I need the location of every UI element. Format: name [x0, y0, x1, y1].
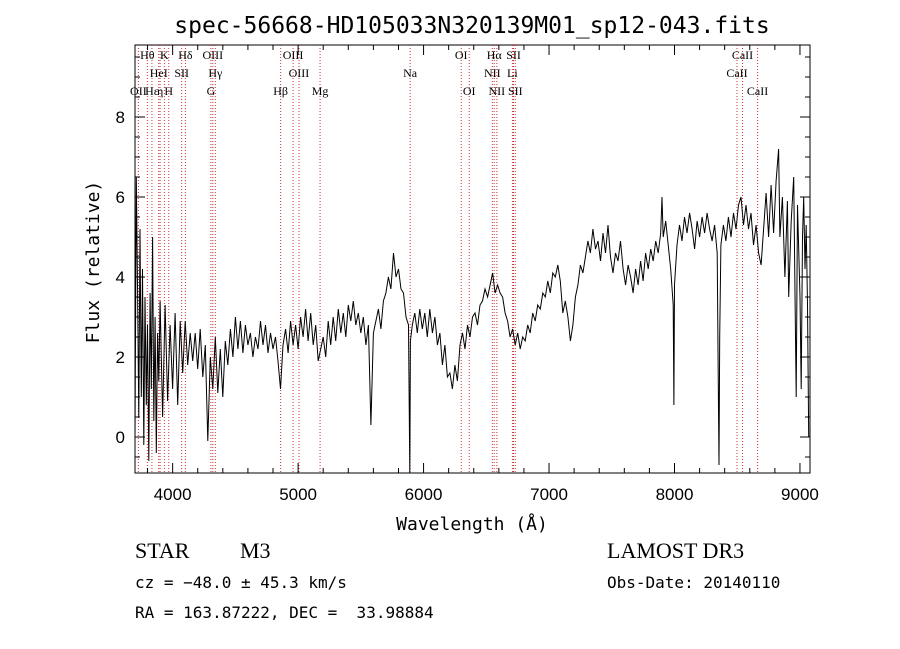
- x-tick-label: 9000: [781, 485, 819, 504]
- plot-frame: [134, 44, 811, 474]
- object-class: STAR: [135, 538, 190, 563]
- chart-title: spec-56668-HD105033N320139M01_sp12-043.f…: [174, 13, 769, 39]
- line-marker-label: OIII: [283, 48, 304, 62]
- line-marker-label: CaII: [747, 84, 768, 98]
- flux-series-line: [134, 148, 810, 474]
- x-tick-label: 7000: [530, 485, 568, 504]
- axis-ticks: 4000 5000 6000 7000 8000 9000 0 2 4 6 8: [116, 45, 819, 504]
- line-marker-label: Hα: [487, 48, 503, 62]
- redshift-text: cz = −48.0 ± 45.3 km/s: [135, 573, 347, 592]
- line-marker-label: SII: [174, 66, 189, 80]
- line-marker-label: OI: [463, 84, 476, 98]
- obs-date-text: Obs-Date: 20140110: [607, 573, 781, 592]
- line-marker-label: OIII: [202, 48, 223, 62]
- line-marker-label: Na: [403, 66, 418, 80]
- line-marker-label: OII: [130, 84, 147, 98]
- y-tick-label: 6: [116, 188, 125, 207]
- line-marker-label: OIII: [289, 66, 310, 80]
- line-marker-label: CaII: [726, 66, 747, 80]
- line-marker-label: Hε: [145, 84, 159, 98]
- line-marker-label: NII: [484, 66, 501, 80]
- line-marker-label: Hγ: [208, 66, 223, 80]
- line-marker-label: Hδ: [178, 48, 193, 62]
- y-tick-label: 2: [116, 348, 125, 367]
- y-axis-label: Flux (relative): [83, 181, 104, 344]
- line-marker-label: H: [164, 84, 173, 98]
- line-markers: [137, 45, 759, 473]
- x-tick-label: 4000: [154, 485, 192, 504]
- line-marker-label: Hβ: [273, 84, 288, 98]
- x-tick-label: 8000: [656, 485, 694, 504]
- y-tick-label: 8: [116, 108, 125, 127]
- line-marker-label: K: [160, 48, 169, 62]
- survey-label: LAMOST DR3: [607, 538, 745, 563]
- x-tick-label: 5000: [279, 485, 317, 504]
- line-marker-label: Mg: [312, 84, 329, 98]
- line-marker-label: CaII: [732, 48, 753, 62]
- line-marker-label: η: [157, 84, 163, 98]
- line-marker-label: NII: [489, 84, 506, 98]
- line-marker-label: SII: [508, 84, 523, 98]
- line-marker-label: OI: [455, 48, 468, 62]
- line-marker-label: Hθ: [140, 48, 155, 62]
- x-tick-label: 6000: [405, 485, 443, 504]
- object-subclass: M3: [240, 538, 271, 563]
- line-marker-label: SII: [506, 48, 521, 62]
- coords-text: RA = 163.87222, DEC = 33.98884: [135, 603, 434, 622]
- line-marker-label: HeI: [150, 66, 168, 80]
- line-marker-label: Li: [507, 66, 518, 80]
- y-tick-label: 4: [116, 268, 125, 287]
- line-marker-label: G: [207, 84, 216, 98]
- x-axis-label: Wavelength (Å): [396, 513, 548, 535]
- y-tick-label: 0: [116, 428, 125, 447]
